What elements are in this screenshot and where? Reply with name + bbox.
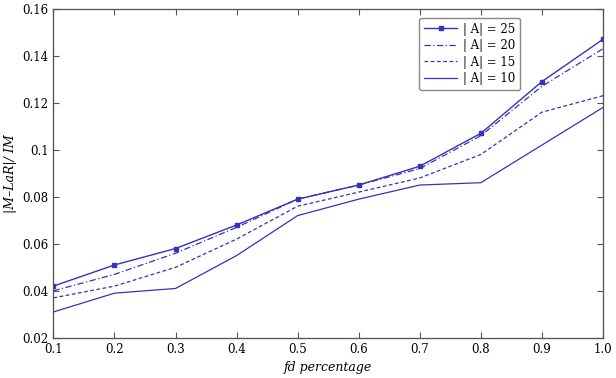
Y-axis label: |M–LaR|/ IM: |M–LaR|/ IM [4, 134, 17, 212]
Legend: | A| = 25, | A| = 20, | A| = 15, | A| = 10: | A| = 25, | A| = 20, | A| = 15, | A| = … [419, 18, 520, 90]
X-axis label: fd percentage: fd percentage [284, 361, 372, 374]
